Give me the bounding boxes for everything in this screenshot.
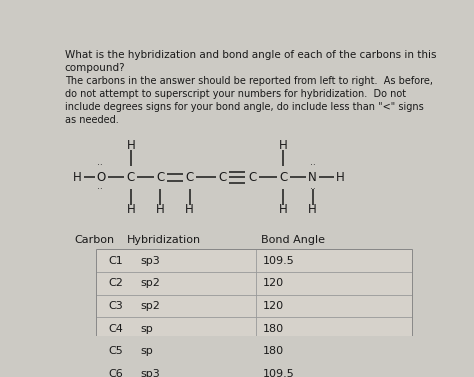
Text: C3: C3 — [109, 301, 124, 311]
Text: The carbons in the answer should be reported from left to right.  As before,
do : The carbons in the answer should be repo… — [65, 76, 433, 125]
Text: N: N — [309, 171, 317, 184]
Text: C: C — [248, 171, 256, 184]
Text: 180: 180 — [263, 346, 284, 356]
Text: sp: sp — [140, 323, 153, 334]
Text: H: H — [127, 203, 135, 216]
Text: H: H — [279, 139, 288, 152]
Text: 109.5: 109.5 — [263, 369, 295, 377]
Text: H: H — [279, 203, 288, 216]
Text: ··: ·· — [97, 161, 102, 170]
Text: C: C — [219, 171, 227, 184]
Text: C4: C4 — [109, 323, 124, 334]
Text: H: H — [185, 203, 194, 216]
Text: sp2: sp2 — [140, 278, 160, 288]
Text: ··: ·· — [310, 161, 316, 170]
Text: Bond Angle: Bond Angle — [261, 235, 325, 245]
Text: O: O — [97, 171, 106, 184]
Text: Hybridization: Hybridization — [127, 235, 201, 245]
Text: sp2: sp2 — [140, 301, 160, 311]
Text: sp3: sp3 — [140, 256, 160, 266]
Text: ··: ·· — [97, 185, 102, 194]
Text: C: C — [279, 171, 287, 184]
Text: H: H — [127, 139, 135, 152]
Text: 109.5: 109.5 — [263, 256, 295, 266]
Text: C5: C5 — [109, 346, 124, 356]
Text: ··: ·· — [310, 185, 316, 194]
Text: H: H — [336, 171, 345, 184]
Text: C1: C1 — [109, 256, 124, 266]
Text: H: H — [156, 203, 164, 216]
Text: Carbon: Carbon — [74, 235, 114, 245]
Text: C6: C6 — [109, 369, 124, 377]
Text: C: C — [127, 171, 135, 184]
Text: 180: 180 — [263, 323, 284, 334]
Text: What is the hybridization and bond angle of each of the carbons in this
compound: What is the hybridization and bond angle… — [65, 50, 436, 73]
Text: C2: C2 — [109, 278, 124, 288]
Text: H: H — [73, 171, 82, 184]
Text: 120: 120 — [263, 301, 284, 311]
Text: C: C — [185, 171, 194, 184]
Text: 120: 120 — [263, 278, 284, 288]
Text: sp: sp — [140, 346, 153, 356]
Text: sp3: sp3 — [140, 369, 160, 377]
Text: C: C — [156, 171, 164, 184]
Text: H: H — [309, 203, 317, 216]
